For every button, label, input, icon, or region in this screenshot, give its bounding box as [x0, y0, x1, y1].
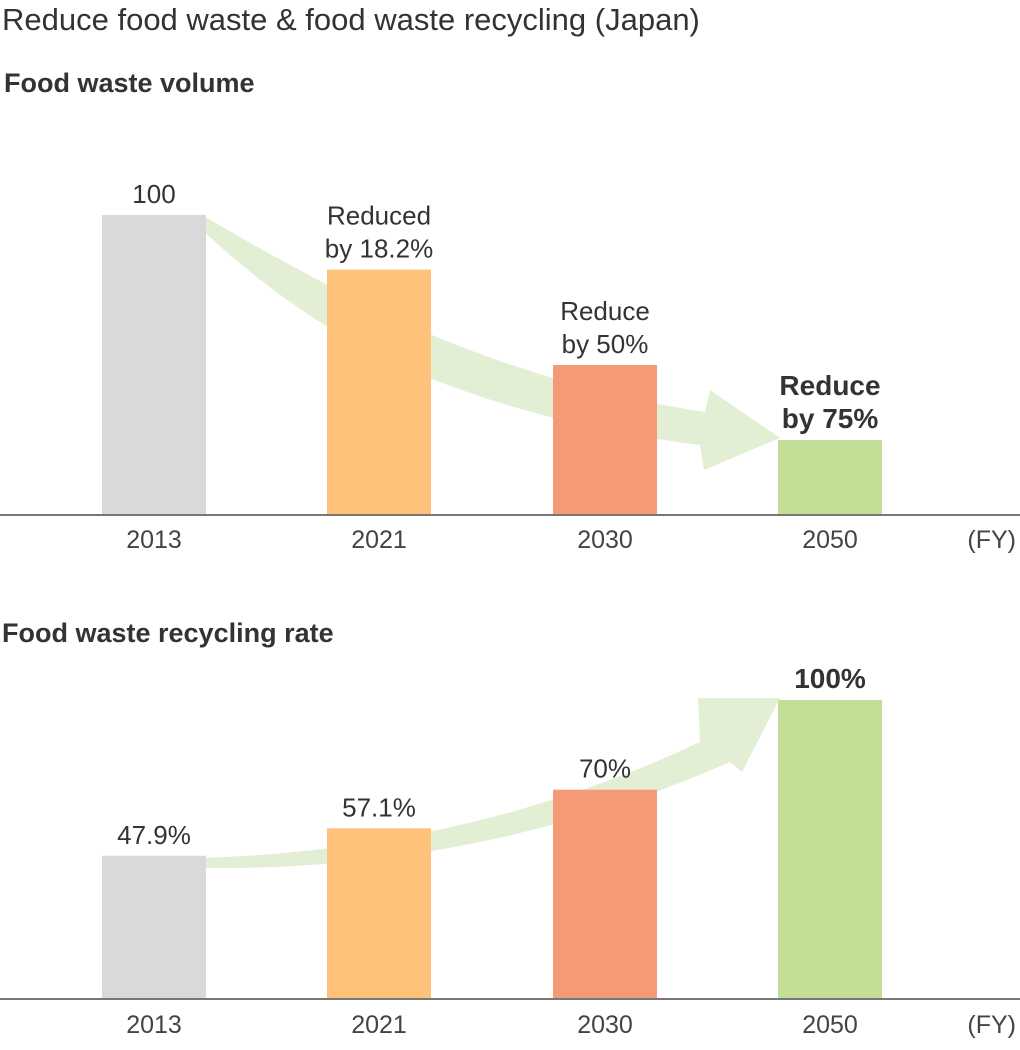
data-label-2021: 57.1% — [342, 792, 416, 822]
tick-label-2030: 2030 — [577, 526, 633, 554]
data-label-2030: 70% — [579, 754, 631, 784]
bar-2013 — [102, 855, 206, 999]
tick-label-2013: 2013 — [126, 1011, 182, 1039]
data-label-2021: by 18.2% — [325, 234, 433, 264]
tick-label-2030: 2030 — [577, 1011, 633, 1039]
bar-2013 — [102, 215, 206, 515]
chart-title-food-waste-volume: Food waste volume — [4, 68, 255, 98]
axis-unit-label: (FY) — [967, 1011, 1016, 1039]
page-title: Reduce food waste & food waste recycling… — [2, 2, 700, 37]
bar-2030 — [553, 365, 657, 515]
data-label-2050: Reduce — [779, 370, 880, 401]
bar-2050 — [778, 700, 882, 999]
chart-title-recycling-rate: Food waste recycling rate — [2, 618, 334, 648]
data-label-2013: 100 — [132, 179, 175, 209]
data-label-2021: Reduced — [327, 201, 431, 231]
tick-label-2050: 2050 — [802, 1011, 858, 1039]
bar-2021 — [327, 269, 431, 515]
bar-2050 — [778, 440, 882, 515]
data-label-2030: by 50% — [562, 329, 649, 359]
data-label-2050: 100% — [794, 663, 866, 694]
data-label-2030: Reduce — [560, 296, 650, 326]
data-label-2050: by 75% — [782, 403, 879, 434]
trend-arrow — [200, 698, 780, 869]
data-label-2013: 47.9% — [117, 820, 191, 850]
axis-unit-label: (FY) — [967, 526, 1016, 554]
tick-label-2013: 2013 — [126, 526, 182, 554]
bar-2030 — [553, 789, 657, 999]
tick-label-2021: 2021 — [351, 1011, 407, 1039]
tick-label-2050: 2050 — [802, 526, 858, 554]
bar-2021 — [327, 828, 431, 999]
tick-label-2021: 2021 — [351, 526, 407, 554]
